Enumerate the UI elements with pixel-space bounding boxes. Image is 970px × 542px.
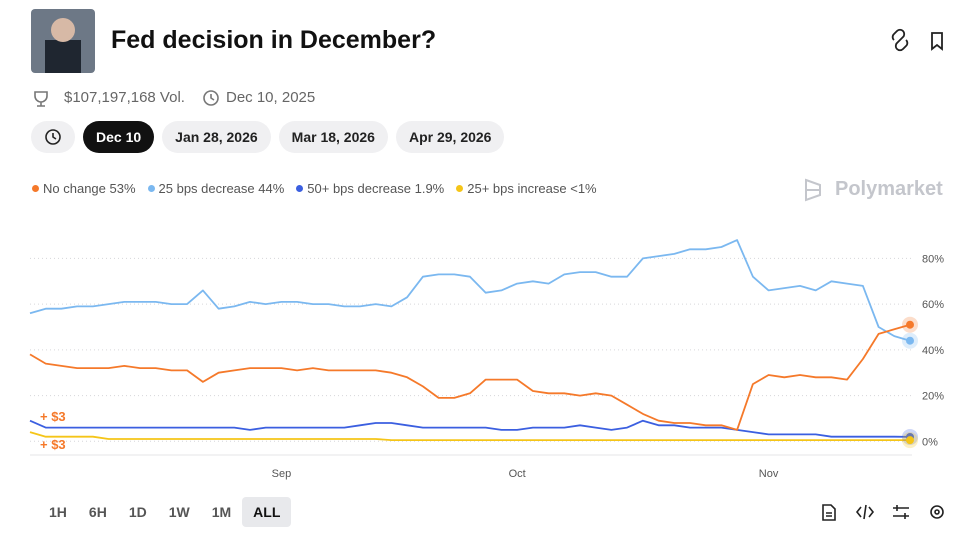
y-tick-label: 40% — [922, 345, 944, 357]
time-range-button[interactable]: ALL — [242, 497, 292, 527]
y-tick-label: 0% — [922, 436, 938, 448]
gear-icon[interactable] — [934, 509, 940, 515]
end-point — [906, 336, 914, 345]
market-title: Fed decision in December? — [111, 26, 437, 54]
spacer — [31, 121, 75, 153]
legend-label: 50+ bps decrease 1.9% — [307, 181, 445, 196]
doc-icon[interactable] — [822, 504, 836, 521]
share-icon[interactable] — [891, 28, 909, 52]
end-point — [906, 436, 914, 445]
legend-swatch — [296, 185, 304, 192]
x-tick-label: Nov — [759, 468, 779, 480]
brand: Polymarket — [835, 178, 943, 200]
x-tick-label: Sep — [272, 468, 292, 480]
date-tabs: Dec 10 Jan 28, 2026 Mar 18, 2026 Apr 29, 20… — [31, 121, 505, 153]
series-line — [29, 239, 911, 342]
annotation: + $3 — [40, 409, 66, 424]
date-tab[interactable]: Mar 18, 2026 — [278, 121, 388, 153]
date-tab[interactable]: Apr 29, 2026 — [395, 121, 505, 153]
legend: No change 53% 25 bps decrease 44% 50+ bps … — [32, 181, 597, 196]
market-image-detail — [51, 18, 75, 42]
date-tab[interactable]: Jan 28, 2026 — [162, 121, 271, 153]
legend-swatch — [147, 185, 155, 192]
brand-logo — [805, 178, 821, 202]
history-icon — [52, 133, 57, 140]
legend-item: 25 bps decrease 44% — [147, 181, 285, 196]
clock-icon — [210, 94, 215, 101]
embed-icon[interactable] — [855, 504, 875, 520]
time-range-button[interactable]: 1D — [128, 504, 147, 520]
trophy-icon — [34, 91, 48, 107]
y-tick-label: 60% — [922, 299, 944, 311]
gear-icon[interactable] — [930, 505, 944, 519]
legend-item: 50+ bps decrease 1.9% — [296, 181, 444, 196]
time-range-button[interactable]: 6H — [88, 504, 107, 520]
bookmark-icon[interactable] — [931, 32, 943, 51]
series-line — [29, 419, 911, 438]
legend-item: No change 53% — [32, 181, 136, 196]
legend-swatch — [456, 185, 464, 192]
y-tick-label: 20% — [922, 391, 944, 403]
annotation: + $3 — [40, 437, 66, 452]
legend-swatch — [32, 185, 39, 192]
y-tick-label: 80% — [922, 253, 944, 265]
history-icon — [45, 129, 61, 145]
volume: $107,197,168 Vol. — [64, 89, 185, 106]
series-line — [29, 323, 911, 431]
clock-icon — [203, 90, 219, 106]
legend-label: No change 53% — [43, 181, 136, 196]
time-range-button[interactable]: 1M — [211, 504, 232, 520]
end-date: Dec 10, 2025 — [226, 89, 316, 106]
time-range-button[interactable]: 1W — [168, 504, 190, 520]
time-range-button[interactable]: 1H — [49, 504, 67, 520]
x-tick-label: Oct — [509, 468, 526, 480]
settings-sliders-icon[interactable] — [893, 505, 909, 519]
date-tab[interactable]: Dec 10 — [83, 121, 155, 153]
legend-label: 25 bps decrease 44% — [158, 181, 285, 196]
end-point — [906, 320, 914, 329]
toolbar-icons — [822, 504, 944, 521]
series-line — [29, 431, 910, 441]
market-image-detail — [45, 40, 81, 73]
legend-item: 25+ bps increase <1% — [456, 181, 597, 196]
legend-label: 25+ bps increase <1% — [467, 181, 597, 196]
time-ranges: 1H 6H 1D 1W 1M ALL — [38, 497, 292, 527]
